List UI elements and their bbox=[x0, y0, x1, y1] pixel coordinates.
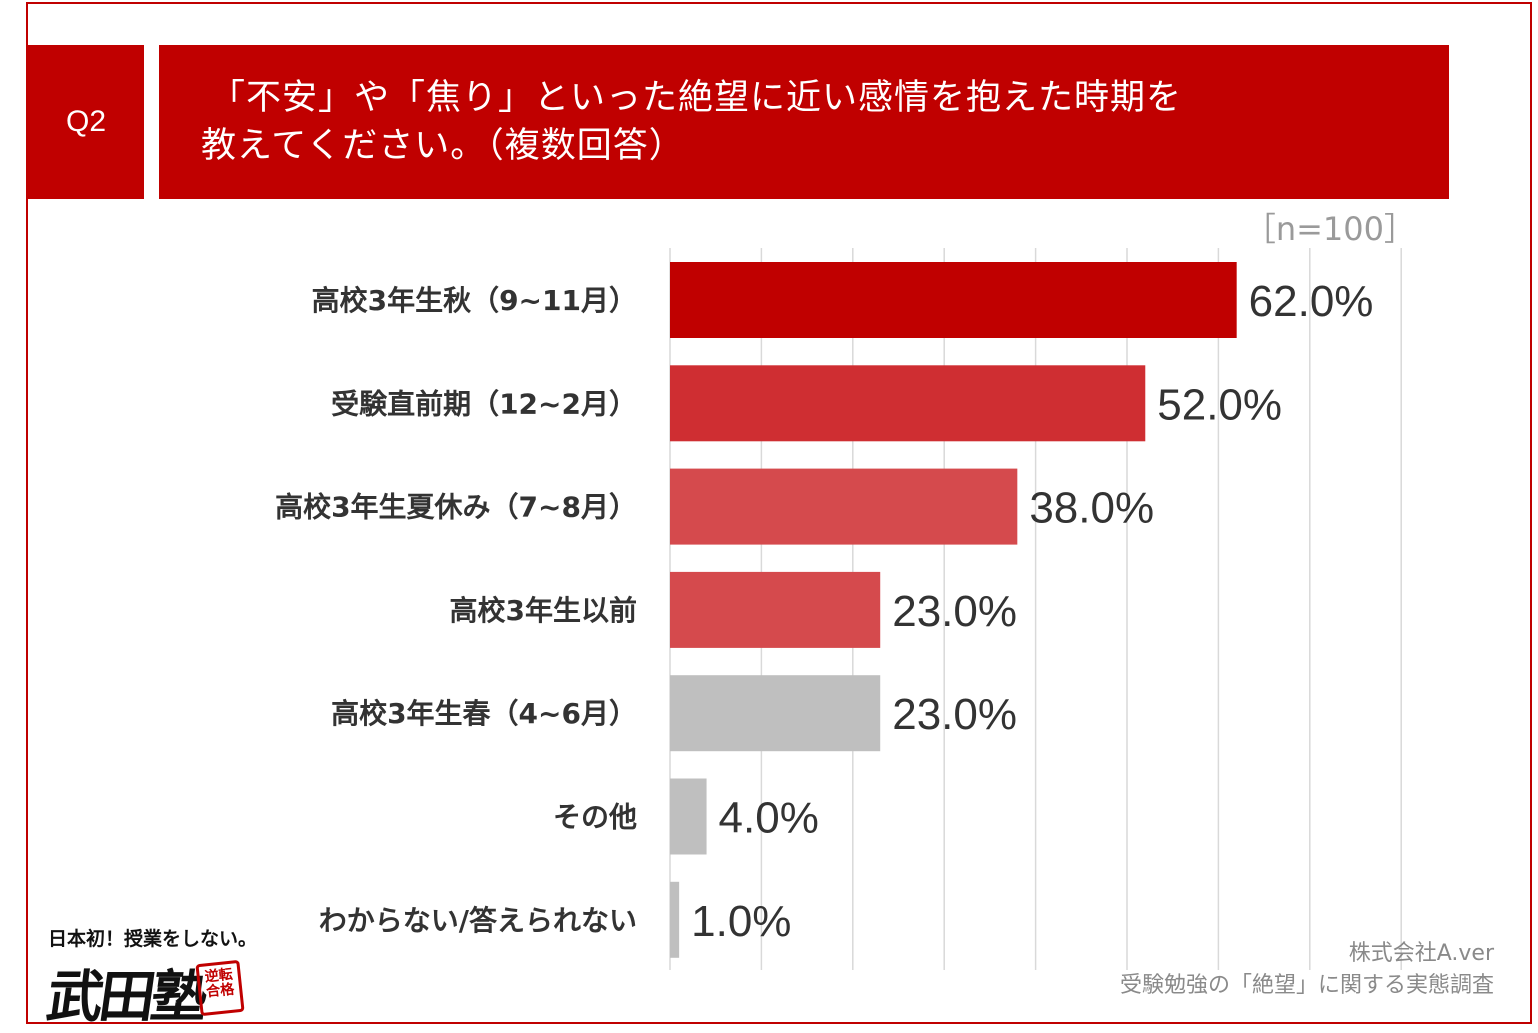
brand-logo: 日本初！授業をしない。 武田塾 逆転合格 bbox=[43, 922, 258, 1030]
category-label: わからない/答えられない bbox=[319, 904, 637, 937]
bar bbox=[670, 262, 1237, 338]
chart-labels: 高校3年生秋（9~11月） 62.0% 受験直前期（12~2月） 52.0% 高校3年生… bbox=[275, 277, 1373, 946]
question-number: Q2 bbox=[65, 105, 107, 138]
footer-survey: 受験勉強の「絶望」に関する実態調査 bbox=[1119, 973, 1494, 998]
question-title-box: 「不安」や「焦り」といった絶望に近い感情を抱えた時期を 教えてください。（複数回… bbox=[159, 45, 1449, 199]
footer-company: 株式会社A.ver bbox=[1348, 941, 1494, 966]
value-label: 23.0% bbox=[892, 587, 1017, 636]
category-label: 高校3年生秋（9~11月） bbox=[312, 284, 637, 317]
value-label: 62.0% bbox=[1249, 277, 1374, 326]
slide-frame: Q2 「不安」や「焦り」といった絶望に近い感情を抱えた時期を 教えてください。（… bbox=[26, 2, 1532, 1024]
value-label: 38.0% bbox=[1029, 484, 1154, 533]
bar bbox=[670, 778, 707, 855]
logo-name: 武田塾 bbox=[42, 964, 209, 1030]
value-label: 23.0% bbox=[892, 690, 1017, 739]
logo-tagline: 日本初！授業をしない。 bbox=[48, 928, 258, 950]
question-title-line1: 「不安」や「焦り」といった絶望に近い感情を抱えた時期を bbox=[210, 78, 1183, 118]
category-label: 高校3年生以前 bbox=[450, 594, 637, 627]
logo-seal: 逆転合格 bbox=[195, 959, 245, 1017]
bar bbox=[670, 675, 881, 752]
bar bbox=[670, 365, 1146, 442]
bar bbox=[670, 881, 680, 958]
bar bbox=[670, 468, 1018, 545]
category-label: 高校3年生夏休み（7~8月） bbox=[275, 491, 637, 524]
sample-size-label: ［n=100］ bbox=[1243, 210, 1416, 248]
chart-bars bbox=[670, 262, 1237, 958]
category-label: その他 bbox=[553, 801, 637, 834]
value-label: 1.0% bbox=[691, 897, 791, 946]
question-title-line2: 教えてください。（複数回答） bbox=[201, 126, 685, 166]
category-label: 高校3年生春（4~6月） bbox=[331, 697, 637, 730]
category-label: 受験直前期（12~2月） bbox=[331, 387, 637, 420]
value-label: 4.0% bbox=[719, 794, 819, 843]
question-number-box: Q2 bbox=[28, 45, 144, 199]
value-label: 52.0% bbox=[1157, 380, 1282, 429]
bar bbox=[670, 571, 881, 648]
footer-credit: 株式会社A.ver 受験勉強の「絶望」に関する実態調査 bbox=[1120, 938, 1494, 1002]
